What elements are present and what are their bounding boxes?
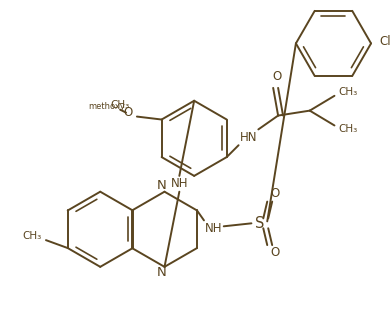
Text: CH₃: CH₃ <box>339 87 358 97</box>
Text: S: S <box>255 216 264 231</box>
Text: N: N <box>157 179 167 192</box>
Text: NH: NH <box>205 222 223 235</box>
Text: Cl: Cl <box>379 35 391 48</box>
Text: CH₃: CH₃ <box>110 100 129 110</box>
Text: HN: HN <box>240 131 257 144</box>
Text: O: O <box>270 187 280 200</box>
Text: O: O <box>270 247 280 260</box>
Text: methoxy: methoxy <box>88 102 125 111</box>
Text: CH₃: CH₃ <box>339 124 358 134</box>
Text: N: N <box>157 266 167 279</box>
Text: NH: NH <box>171 177 188 190</box>
Text: CH₃: CH₃ <box>22 231 42 241</box>
Text: O: O <box>123 106 132 119</box>
Text: O: O <box>272 70 282 82</box>
